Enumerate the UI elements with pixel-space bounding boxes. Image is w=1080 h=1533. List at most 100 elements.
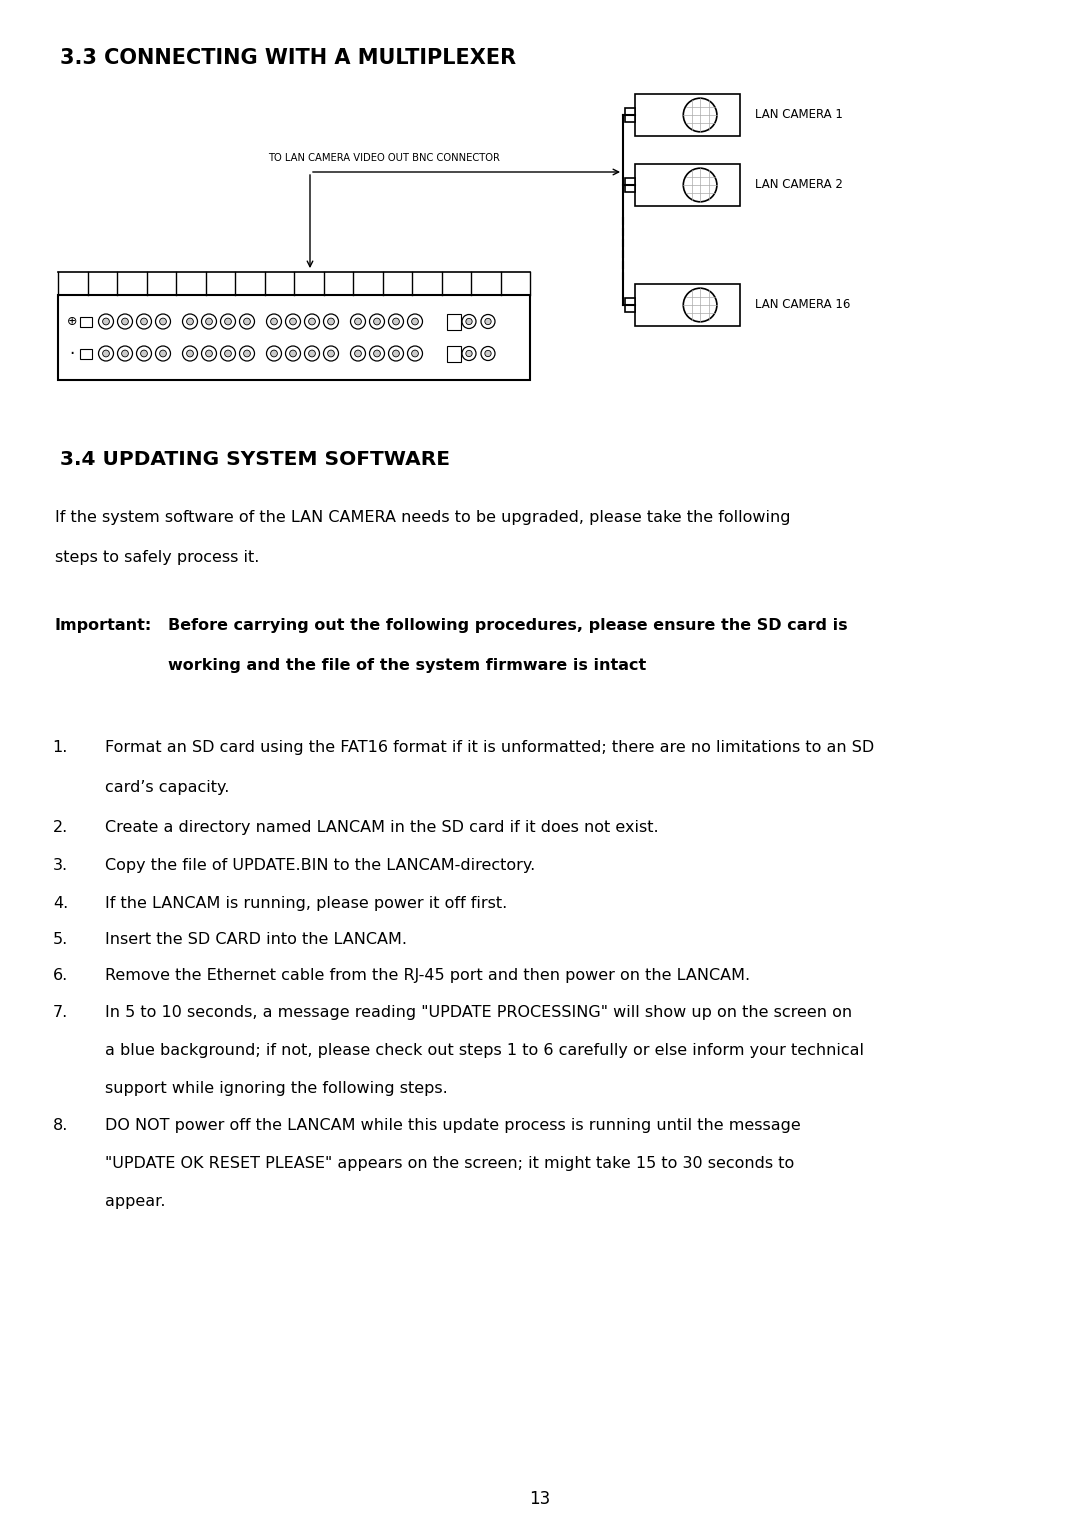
- Circle shape: [183, 346, 198, 360]
- Bar: [447, 314, 461, 330]
- Text: 6.: 6.: [53, 967, 68, 983]
- Circle shape: [485, 319, 491, 325]
- Circle shape: [411, 350, 418, 357]
- Circle shape: [202, 314, 216, 330]
- Circle shape: [351, 346, 365, 360]
- Circle shape: [289, 319, 296, 325]
- Circle shape: [369, 346, 384, 360]
- Text: 3.3 CONNECTING WITH A MULTIPLEXER: 3.3 CONNECTING WITH A MULTIPLEXER: [60, 48, 516, 67]
- Circle shape: [305, 314, 320, 330]
- Circle shape: [103, 319, 109, 325]
- Circle shape: [393, 319, 400, 325]
- Circle shape: [187, 319, 193, 325]
- Circle shape: [103, 350, 109, 357]
- Circle shape: [220, 314, 235, 330]
- Circle shape: [220, 346, 235, 360]
- Text: In 5 to 10 seconds, a message reading "UPDATE PROCESSING" will show up on the sc: In 5 to 10 seconds, a message reading "U…: [105, 1006, 852, 1019]
- Circle shape: [285, 346, 300, 360]
- Circle shape: [485, 351, 491, 357]
- Text: 13: 13: [529, 1490, 551, 1508]
- Circle shape: [244, 319, 251, 325]
- Text: ·: ·: [69, 345, 75, 362]
- Circle shape: [309, 350, 315, 357]
- Text: If the system software of the LAN CAMERA needs to be upgraded, please take the f: If the system software of the LAN CAMERA…: [55, 510, 791, 524]
- Circle shape: [225, 319, 231, 325]
- Circle shape: [393, 350, 400, 357]
- Text: appear.: appear.: [105, 1194, 165, 1210]
- Circle shape: [465, 319, 472, 325]
- Circle shape: [271, 350, 278, 357]
- Circle shape: [684, 288, 717, 322]
- Circle shape: [324, 346, 338, 360]
- Text: ⊕: ⊕: [67, 314, 78, 328]
- Circle shape: [118, 346, 133, 360]
- Circle shape: [187, 350, 193, 357]
- Circle shape: [305, 346, 320, 360]
- Circle shape: [202, 346, 216, 360]
- Bar: [80, 316, 92, 327]
- Circle shape: [374, 350, 380, 357]
- Circle shape: [244, 350, 251, 357]
- Text: "UPDATE OK RESET PLEASE" appears on the screen; it might take 15 to 30 seconds t: "UPDATE OK RESET PLEASE" appears on the …: [105, 1156, 794, 1171]
- Circle shape: [354, 319, 362, 325]
- Circle shape: [411, 319, 418, 325]
- Circle shape: [271, 319, 278, 325]
- Circle shape: [140, 350, 147, 357]
- Circle shape: [267, 346, 282, 360]
- Circle shape: [389, 314, 404, 330]
- Circle shape: [324, 314, 338, 330]
- Circle shape: [156, 346, 171, 360]
- Circle shape: [289, 350, 296, 357]
- Text: steps to safely process it.: steps to safely process it.: [55, 550, 259, 566]
- Bar: [635, 94, 740, 136]
- Text: LAN CAMERA 1: LAN CAMERA 1: [755, 109, 842, 121]
- Circle shape: [225, 350, 231, 357]
- Bar: [447, 345, 461, 362]
- Circle shape: [122, 350, 129, 357]
- Bar: [625, 107, 635, 123]
- Text: LAN CAMERA 16: LAN CAMERA 16: [755, 299, 850, 311]
- Bar: [625, 178, 635, 192]
- Text: Copy the file of UPDATE.BIN to the LANCAM-directory.: Copy the file of UPDATE.BIN to the LANCA…: [105, 858, 536, 872]
- Circle shape: [374, 319, 380, 325]
- Text: working and the file of the system firmware is intact: working and the file of the system firmw…: [168, 658, 646, 673]
- Text: Before carrying out the following procedures, please ensure the SD card is: Before carrying out the following proced…: [168, 618, 848, 633]
- Circle shape: [136, 314, 151, 330]
- Text: DO NOT power off the LANCAM while this update process is running until the messa: DO NOT power off the LANCAM while this u…: [105, 1118, 800, 1133]
- Circle shape: [327, 350, 335, 357]
- Circle shape: [354, 350, 362, 357]
- Circle shape: [118, 314, 133, 330]
- Circle shape: [462, 314, 476, 328]
- Circle shape: [462, 346, 476, 360]
- Text: If the LANCAM is running, please power it off first.: If the LANCAM is running, please power i…: [105, 895, 508, 911]
- Text: Remove the Ethernet cable from the RJ-45 port and then power on the LANCAM.: Remove the Ethernet cable from the RJ-45…: [105, 967, 751, 983]
- Circle shape: [481, 346, 495, 360]
- Circle shape: [285, 314, 300, 330]
- Text: 3.: 3.: [53, 858, 68, 872]
- Circle shape: [136, 346, 151, 360]
- Bar: [58, 294, 530, 380]
- Bar: [80, 348, 92, 359]
- Text: support while ignoring the following steps.: support while ignoring the following ste…: [105, 1081, 448, 1096]
- Circle shape: [183, 314, 198, 330]
- Text: Important:: Important:: [55, 618, 152, 633]
- Circle shape: [205, 319, 213, 325]
- Bar: [625, 297, 635, 313]
- Text: 5.: 5.: [53, 932, 68, 947]
- Circle shape: [309, 319, 315, 325]
- Text: 7.: 7.: [53, 1006, 68, 1019]
- Circle shape: [240, 314, 255, 330]
- Circle shape: [205, 350, 213, 357]
- Circle shape: [684, 169, 717, 202]
- Circle shape: [140, 319, 147, 325]
- Circle shape: [98, 346, 113, 360]
- Text: LAN CAMERA 2: LAN CAMERA 2: [755, 178, 842, 192]
- Circle shape: [327, 319, 335, 325]
- Circle shape: [481, 314, 495, 328]
- Circle shape: [407, 314, 422, 330]
- Circle shape: [351, 314, 365, 330]
- Circle shape: [684, 98, 717, 132]
- Circle shape: [389, 346, 404, 360]
- Text: Insert the SD CARD into the LANCAM.: Insert the SD CARD into the LANCAM.: [105, 932, 407, 947]
- Bar: [635, 284, 740, 327]
